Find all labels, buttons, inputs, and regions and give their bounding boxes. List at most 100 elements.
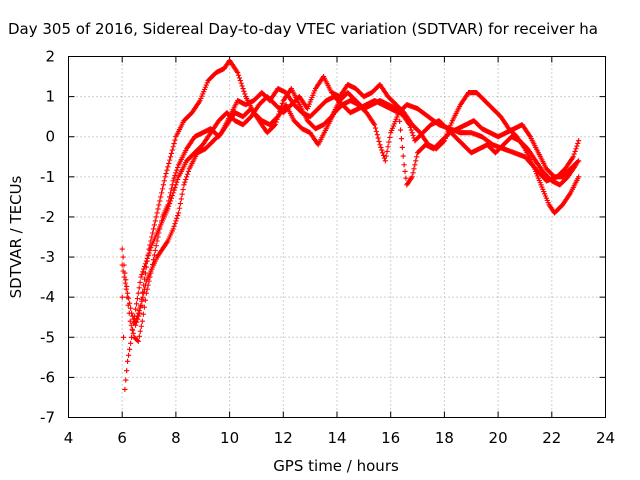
data-point bbox=[134, 313, 141, 319]
y-tick-label: -1 bbox=[40, 168, 55, 186]
y-tick-label: 2 bbox=[45, 48, 55, 66]
data-point bbox=[180, 186, 186, 193]
data-point bbox=[379, 147, 385, 153]
data-point bbox=[148, 245, 154, 251]
data-point bbox=[167, 157, 173, 163]
data-point bbox=[384, 148, 390, 155]
data-point bbox=[127, 340, 134, 346]
data-point bbox=[174, 179, 180, 185]
data-point bbox=[397, 127, 404, 133]
data-point bbox=[142, 270, 149, 276]
data-point bbox=[571, 151, 577, 157]
y-axis-title: SDTVAR / TECUs bbox=[7, 175, 25, 298]
x-tick-label: 4 bbox=[64, 429, 74, 447]
data-point bbox=[397, 118, 403, 124]
data-point bbox=[150, 230, 156, 236]
y-tick-label: -5 bbox=[40, 328, 55, 346]
data-point bbox=[271, 122, 277, 129]
data-point bbox=[277, 108, 283, 114]
data-point bbox=[152, 218, 158, 224]
data-point bbox=[137, 305, 143, 311]
data-point bbox=[140, 269, 146, 275]
data-point bbox=[275, 114, 281, 120]
data-point bbox=[178, 196, 184, 202]
data-point bbox=[122, 280, 128, 286]
data-point bbox=[400, 153, 406, 159]
data-point bbox=[121, 274, 127, 280]
data-point bbox=[135, 338, 141, 344]
y-axis-ticks: 2 1 0 -1 -2 -3 -4 -5 -6 -7 bbox=[40, 48, 606, 427]
data-point bbox=[141, 304, 147, 310]
series-track-2 bbox=[119, 73, 582, 393]
data-point bbox=[136, 307, 142, 314]
data-point bbox=[153, 243, 159, 249]
data-point bbox=[133, 301, 140, 307]
data-point bbox=[372, 125, 379, 131]
data-point bbox=[176, 205, 183, 211]
data-point bbox=[163, 170, 169, 177]
data-point bbox=[167, 154, 174, 160]
data-point bbox=[156, 202, 162, 208]
data-point bbox=[172, 221, 178, 227]
data-point bbox=[235, 72, 242, 78]
data-point bbox=[139, 298, 145, 304]
data-point bbox=[134, 295, 141, 302]
data-point bbox=[158, 222, 164, 228]
data-point bbox=[168, 150, 175, 157]
data-point bbox=[576, 138, 582, 144]
x-axis-title: GPS time / hours bbox=[273, 457, 399, 475]
data-point bbox=[120, 268, 126, 274]
data-point bbox=[158, 190, 165, 196]
x-tick-label: 14 bbox=[327, 429, 346, 447]
data-point bbox=[139, 318, 145, 324]
data-point bbox=[242, 91, 248, 97]
data-point bbox=[376, 138, 382, 145]
data-point bbox=[276, 111, 282, 117]
data-point bbox=[572, 148, 578, 155]
data-point bbox=[119, 262, 125, 268]
data-point bbox=[168, 186, 175, 192]
data-point bbox=[144, 255, 150, 261]
data-point bbox=[409, 174, 415, 180]
data-point bbox=[120, 334, 127, 340]
data-point bbox=[170, 144, 176, 150]
series-track-3 bbox=[119, 85, 579, 344]
data-point bbox=[279, 100, 286, 106]
series-track-1 bbox=[119, 57, 582, 328]
data-point bbox=[382, 158, 388, 164]
data-point bbox=[123, 377, 129, 383]
data-point bbox=[156, 230, 162, 236]
data-point bbox=[175, 164, 181, 171]
data-point bbox=[403, 175, 409, 181]
y-tick-label: -3 bbox=[40, 248, 55, 266]
data-point bbox=[125, 352, 132, 358]
data-point bbox=[129, 326, 135, 332]
data-point bbox=[167, 194, 173, 200]
data-point bbox=[146, 250, 152, 256]
x-tick-label: 8 bbox=[171, 429, 181, 447]
data-point bbox=[145, 253, 151, 259]
data-point bbox=[410, 132, 416, 138]
data-point bbox=[166, 160, 172, 167]
data-point bbox=[141, 266, 147, 272]
data-point bbox=[120, 254, 126, 260]
data-point bbox=[140, 289, 146, 295]
data-point bbox=[150, 226, 157, 232]
data-point bbox=[158, 194, 164, 200]
data-point bbox=[141, 263, 148, 270]
data-point bbox=[125, 302, 131, 308]
data-point bbox=[374, 132, 380, 138]
data-point bbox=[166, 198, 172, 204]
data-point bbox=[167, 190, 174, 196]
data-point bbox=[127, 305, 134, 311]
data-point bbox=[407, 124, 413, 130]
data-point bbox=[140, 311, 146, 317]
data-point bbox=[386, 139, 392, 145]
data-point bbox=[410, 170, 416, 176]
data-point bbox=[171, 140, 177, 147]
data-point bbox=[576, 158, 582, 164]
data-point bbox=[138, 302, 144, 308]
data-point bbox=[170, 178, 176, 184]
data-point bbox=[133, 315, 140, 322]
data-point bbox=[162, 174, 168, 180]
